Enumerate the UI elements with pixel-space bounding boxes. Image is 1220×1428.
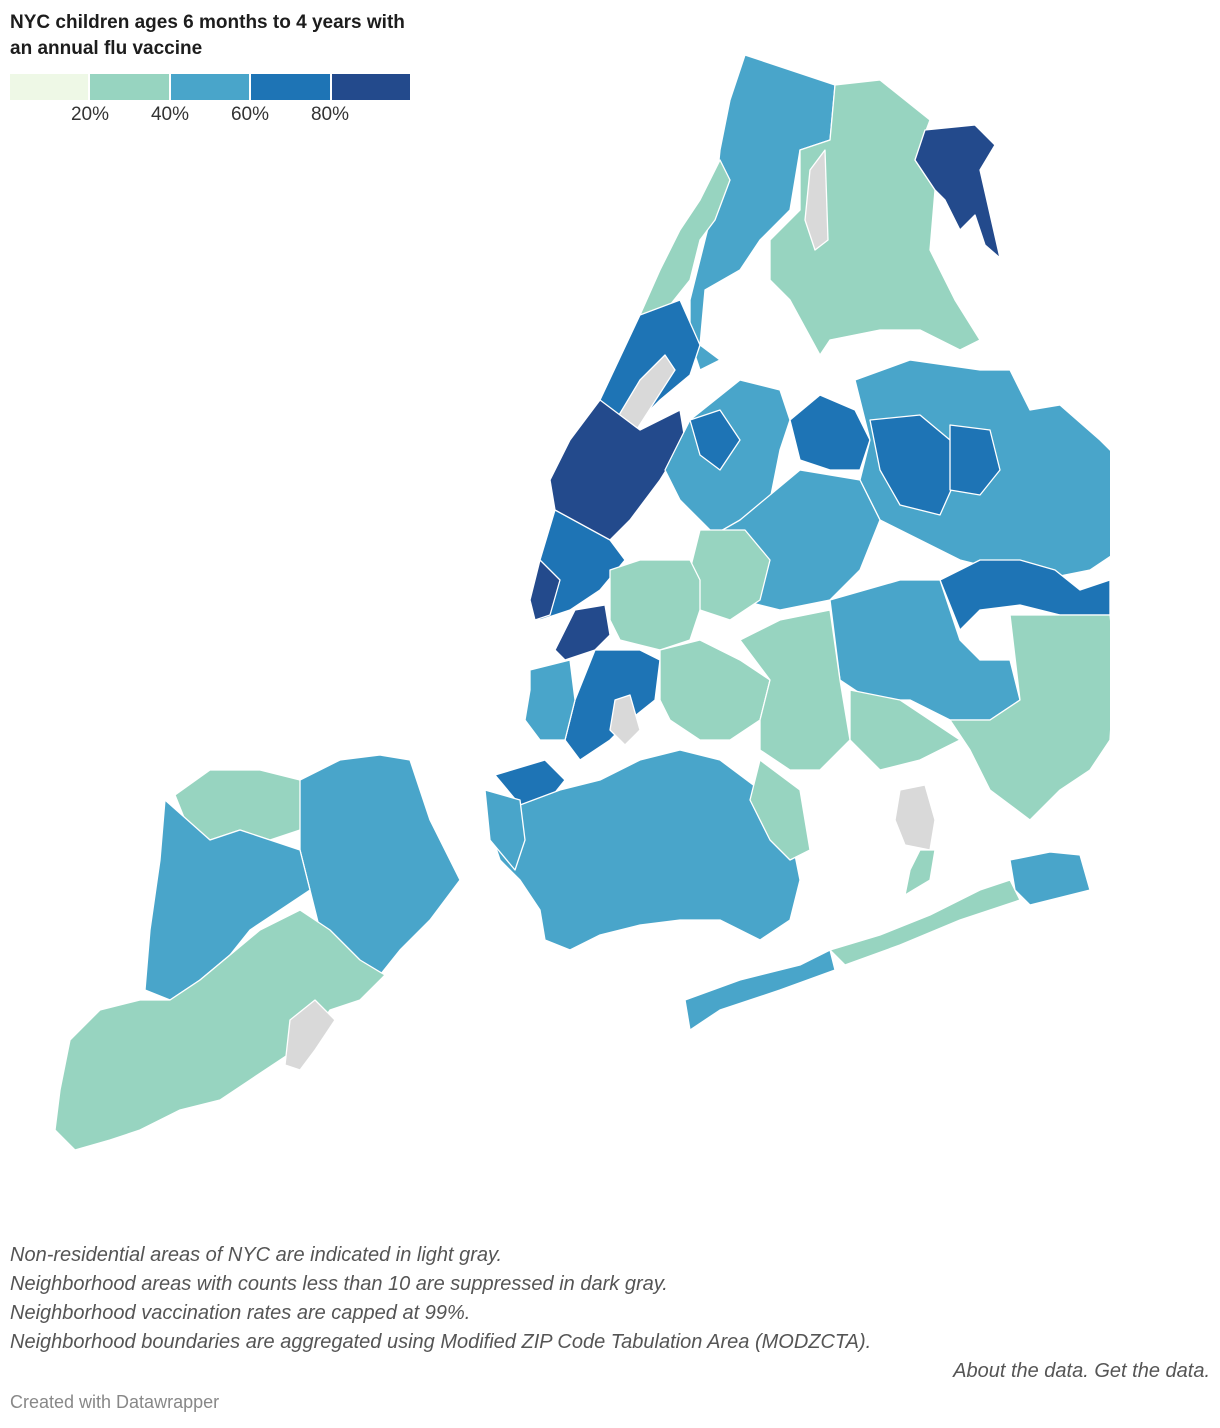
legend-label-40: 40% [150, 104, 190, 125]
region-queens-north [789, 394, 871, 471]
map-title: NYC children ages 6 months to 4 years wi… [10, 12, 405, 59]
legend-swatch-2 [90, 74, 171, 100]
legend-label-60: 60% [230, 104, 270, 125]
region-bronx-parkland [804, 149, 829, 251]
borough-brooklyn[interactable] [484, 559, 851, 951]
region-rockaway-central [829, 879, 1021, 966]
color-legend: 20% 40% 60% 80% [10, 74, 411, 130]
region-si-northeast [299, 754, 461, 976]
region-queens-howard [849, 689, 961, 771]
region-si-westcentral [144, 799, 311, 1001]
region-queens-jamaica [939, 559, 1110, 631]
region-manhattan-midtown [549, 399, 686, 541]
legend-labels: 20% 40% 60% 80% [10, 104, 410, 128]
region-brooklyn-southwest [489, 749, 801, 951]
region-broad-channel [904, 849, 936, 896]
legend-label-80: 80% [310, 104, 350, 125]
region-brooklyn-greenpoint [609, 559, 701, 651]
legend-swatch-4 [251, 74, 332, 100]
borough-queens-rockaway[interactable] [684, 784, 1091, 1031]
region-queens-bayside [949, 424, 1001, 496]
region-queens-flushing [869, 414, 961, 516]
region-queens-southeast [949, 614, 1110, 821]
note-boundaries: Neighborhood boundaries are aggregated u… [10, 1331, 872, 1353]
note-suppressed: Neighborhood areas with counts less than… [10, 1273, 668, 1295]
region-bronx-east [914, 124, 1001, 259]
nyc-choropleth-map [54, 54, 1110, 1151]
region-brooklyn-canarsie [749, 759, 811, 861]
about-the-data-link[interactable]: About the data. [953, 1360, 1089, 1382]
region-brooklyn-redhook [524, 659, 576, 741]
borough-bronx[interactable] [689, 54, 1001, 371]
legend-label-20: 20% [70, 104, 110, 125]
region-brooklyn-eastny [739, 609, 851, 771]
region-brooklyn-bedstuy [564, 649, 661, 761]
region-rockaway-west [684, 949, 836, 1031]
region-brooklyn-bayridge [484, 789, 526, 871]
datawrapper-credit[interactable]: Created with Datawrapper [10, 1392, 220, 1412]
region-manhattan-downtown [529, 559, 561, 621]
legend-bar [10, 74, 411, 100]
borough-manhattan[interactable] [529, 159, 731, 621]
legend-swatch-5 [331, 74, 411, 100]
region-rockaway-east [1009, 851, 1091, 906]
get-the-data-link[interactable]: Get the data. [1094, 1360, 1210, 1382]
region-si-fortwadsworth [284, 999, 336, 1071]
map-notes: Non-residential areas of NYC are indicat… [10, 1241, 1210, 1386]
region-brooklyn-navy [609, 694, 641, 746]
region-si-south [54, 909, 386, 1151]
borough-staten-island[interactable] [54, 754, 461, 1151]
region-jamaica-bay-parkland [894, 784, 936, 851]
data-links: About the data. Get the data. [10, 1357, 1210, 1386]
region-queens-astoria [689, 409, 741, 471]
borough-queens[interactable] [664, 359, 1110, 821]
region-brooklyn-bushwick [659, 639, 771, 741]
legend-swatch-1 [10, 74, 91, 100]
note-nonresidential: Non-residential areas of NYC are indicat… [10, 1244, 503, 1266]
legend-swatch-3 [170, 74, 252, 100]
note-capped: Neighborhood vaccination rates are cappe… [10, 1302, 471, 1324]
